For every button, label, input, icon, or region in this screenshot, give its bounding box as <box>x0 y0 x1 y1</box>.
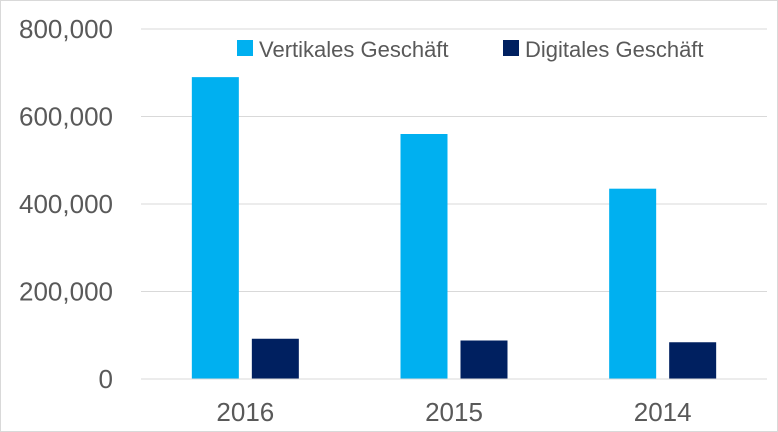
y-tick-label: 400,000 <box>19 189 113 219</box>
x-tick-label: 2014 <box>634 397 692 427</box>
y-tick-label: 600,000 <box>19 102 113 132</box>
bar-digitales-2015 <box>460 340 508 379</box>
x-tick-label: 2015 <box>425 397 483 427</box>
legend-swatch <box>237 40 253 56</box>
bars <box>191 77 717 379</box>
bar-vertikales-2014 <box>609 188 657 379</box>
x-tick-label: 2016 <box>216 397 274 427</box>
y-tick-label: 800,000 <box>19 14 113 44</box>
y-tick-label: 200,000 <box>19 277 113 307</box>
legend: Vertikales Geschäft Digitales Geschäft <box>237 37 704 62</box>
axes: 0 200,000 400,000 600,000 800,000 2016 2015 201… <box>19 14 767 427</box>
bar-digitales-2016 <box>251 338 299 379</box>
legend-label: Digitales Geschäft <box>525 37 704 62</box>
bar-digitales-2014 <box>669 342 717 379</box>
bar-vertikales-2016 <box>191 77 239 379</box>
gridlines <box>141 28 767 292</box>
y-tick-label: 0 <box>99 364 113 394</box>
legend-label: Vertikales Geschäft <box>259 37 449 62</box>
legend-swatch <box>503 40 519 56</box>
bar-vertikales-2015 <box>400 134 448 379</box>
